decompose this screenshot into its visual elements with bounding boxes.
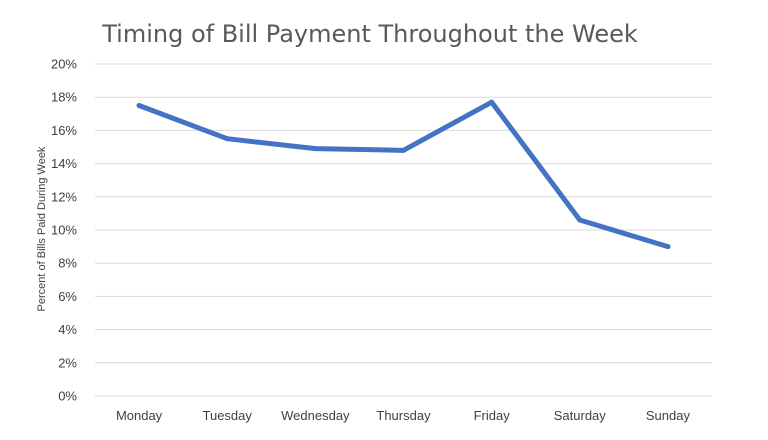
y-tick-label: 14% [51,156,77,171]
data-point [577,217,583,223]
data-point [665,244,671,250]
y-tick-label: 10% [51,223,77,238]
x-tick-label: Monday [116,408,163,423]
y-tick-label: 6% [58,289,77,304]
data-point [401,147,406,153]
data-point [224,136,230,142]
x-tick-label: Wednesday [281,408,350,423]
x-tick-label: Saturday [554,408,607,423]
data-point [312,146,318,152]
y-tick-label: 0% [58,389,77,404]
y-tick-label: 18% [51,90,77,105]
y-tick-label: 4% [58,322,77,337]
y-tick-label: 2% [58,355,77,370]
x-tick-label: Friday [474,408,511,423]
x-axis-ticks: Monday Tuesday Wednesday Thursday Friday Satu… [116,408,691,423]
chart-title: Timing of Bill Payment Throughout the We… [101,20,638,48]
y-tick-label: 12% [51,189,77,204]
x-tick-label: Tuesday [203,408,253,423]
y-tick-label: 8% [58,256,77,271]
series-layer [136,99,671,250]
y-tick-label: 20% [51,57,77,72]
y-tick-label: 16% [51,123,77,138]
x-tick-label: Thursday [376,408,431,423]
y-axis-ticks: 0% 2% 4% 6% 8% 10% 12% 14% 16% 18% 20% [51,57,77,404]
data-point [136,103,142,108]
y-axis-label: Percent of Bills Paid During Week [36,146,48,311]
series-line [136,99,671,250]
x-tick-label: Sunday [646,408,691,423]
gridlines [95,63,712,397]
data-point [489,99,495,105]
